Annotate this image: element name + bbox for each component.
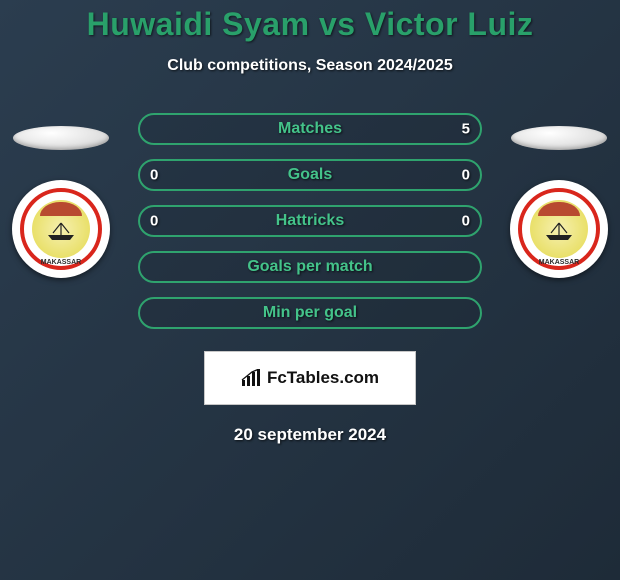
stat-left-value: 0 [150, 213, 158, 230]
stat-label: Matches [278, 120, 342, 138]
stat-row-goals-per-match: Goals per match [138, 251, 482, 283]
stat-label: Goals [288, 166, 332, 184]
stat-right-value: 5 [462, 121, 470, 138]
page-title: Huwaidi Syam vs Victor Luiz [0, 6, 620, 43]
branding-box: FcTables.com [204, 351, 416, 405]
stat-row-hattricks: 0 Hattricks 0 [138, 205, 482, 237]
stats-area: Matches 5 0 Goals 0 0 Hattricks 0 Goals … [0, 113, 620, 329]
stat-row-goals: 0 Goals 0 [138, 159, 482, 191]
stat-rows: Matches 5 0 Goals 0 0 Hattricks 0 Goals … [138, 113, 482, 329]
page-subtitle: Club competitions, Season 2024/2025 [0, 57, 620, 75]
date-text: 20 september 2024 [0, 425, 620, 445]
stat-label: Goals per match [247, 258, 372, 276]
bar-chart-icon [241, 369, 263, 387]
stat-row-matches: Matches 5 [138, 113, 482, 145]
infographic-root: Huwaidi Syam vs Victor Luiz Club competi… [0, 0, 620, 445]
stat-right-value: 0 [462, 167, 470, 184]
stat-left-value: 0 [150, 167, 158, 184]
branding-inner: FcTables.com [241, 368, 379, 388]
stat-row-min-per-goal: Min per goal [138, 297, 482, 329]
branding-text: FcTables.com [267, 368, 379, 388]
stat-right-value: 0 [462, 213, 470, 230]
stat-label: Min per goal [263, 304, 357, 322]
stat-label: Hattricks [276, 212, 344, 230]
